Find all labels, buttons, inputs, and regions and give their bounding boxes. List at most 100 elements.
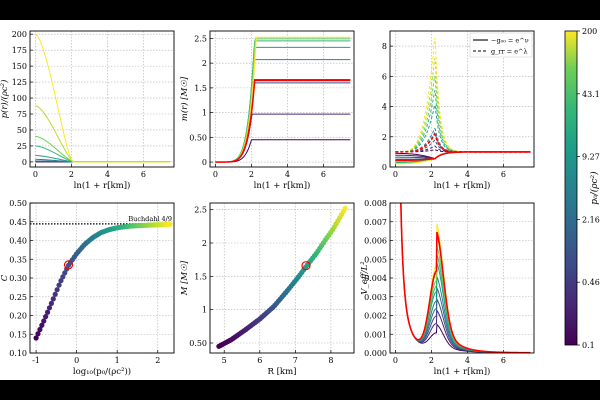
y-axis-label: m(r) [M☉] [179,76,190,121]
plot-area [395,37,531,165]
x-tick-label: 6 [321,170,326,179]
ticks: 5 6 7 8 0.50 1 1.5 2 2.5 [189,206,333,365]
highlight-marker [63,260,74,270]
y-tick-label: 1 [202,306,207,315]
colorbar-tick-label: 0.464 [582,278,600,287]
y-axis-label: V_eff/L² [360,261,370,295]
y-axis-label: M [M☉] [180,260,190,296]
y-axis-label: C [0,274,10,281]
y-tick-label: 0.30 [9,274,27,283]
y-tick-label: 0.006 [364,237,387,246]
panel-mass_radius: 5 6 7 8 0.50 1 1.5 2 2.5 R [km] M [M☉] [180,202,355,377]
y-tick-label: 100 [12,94,27,103]
highlight-marker [301,261,311,271]
y-tick-label: 0.008 [364,199,387,208]
buchdahl-label: Buchdahl 4/9 [128,215,172,223]
y-tick-label: 0.000 [364,349,387,358]
x-tick-label: 6 [141,170,146,179]
compactness-point [167,221,173,227]
legend-box [469,32,533,58]
highlight-gtt-curve [395,151,531,161]
compactness-point [56,282,62,288]
colorbar: 200 43.1 9.27 2.16 0.464 0.1 p₀/(ρc²) [564,27,600,350]
y-tick-label: 0.10 [9,349,27,358]
x-tick-label: 0 [74,356,79,365]
compactness-point [37,326,43,333]
y-tick-label: 0 [382,163,387,172]
ticks: 0 2 4 6 0 0.50 1 1.5 2 2.5 [189,34,326,179]
y-tick-label: 175 [12,46,27,55]
colorbar-tick-label: 200 [582,27,597,36]
x-axis-label: ln(1 + r[km]) [434,366,491,377]
y-tick-label: 0 [22,158,27,167]
compactness-point [46,305,53,311]
plot-area [35,33,171,163]
y-tick-label: 1.5 [194,84,207,93]
grr-curve [395,58,531,153]
y-tick-label: 0.003 [364,293,387,302]
y-tick-label: 0.40 [9,237,27,246]
mass-radius-point [342,205,348,211]
figure-background [0,20,600,380]
x-tick-label: 4 [105,170,110,179]
y-tick-label: 0.15 [9,330,27,339]
compactness-point [60,274,66,280]
x-tick-label: 4 [285,170,290,179]
y-tick-label: 4 [382,103,387,112]
y-tick-label: 0.001 [364,330,387,339]
highlight-potential-curve [400,203,531,353]
x-tick-label: 0 [393,170,398,179]
compactness-point [52,291,58,297]
x-tick-label: 6 [501,356,506,365]
axes-frame [389,30,535,168]
highlight-mass-curve [215,79,351,163]
x-tick-label: 5 [222,356,227,365]
x-tick-label: 0 [393,356,398,365]
x-axis-label: ln(1 + r[km]) [254,180,311,191]
compactness-point [43,314,49,320]
legend: −g₀₀ = e^ν g_rr = e^λ [469,32,533,58]
x-tick-label: 4 [465,356,470,365]
y-tick-label: 0.007 [364,218,387,227]
y-tick-label: 200 [12,30,27,39]
x-axis-label: R [km] [268,367,297,377]
compactness-point [33,335,39,341]
y-tick-label: 0.20 [9,312,27,321]
x-tick-label: 6 [257,356,262,365]
axes-frame [29,202,175,354]
plot-area [30,221,174,341]
highlight-grr-curve [395,133,531,153]
y-tick-label: 0.35 [9,255,27,264]
y-tick-label: 2 [382,133,387,142]
y-tick-label: 0.50 [189,133,207,142]
y-tick-label: 25 [17,142,27,151]
legend-label: −g₀₀ = e^ν [491,37,529,45]
y-tick-label: 150 [12,62,27,71]
colorbar-gradient [564,30,578,346]
x-tick-label: 2 [429,170,434,179]
ticks: 0 2 4 6 0 25 50 75 100 125 150 175 200 [12,30,146,179]
y-tick-label: 0.002 [364,312,387,321]
x-tick-label: 0 [213,170,218,179]
x-axis-label: ln(1 + r[km]) [74,180,131,191]
compactness-point [54,287,60,293]
colorbar-tick-label: 43.1 [582,90,600,99]
legend-label: g_rr = e^λ [491,48,528,56]
y-tick-label: 50 [17,126,27,135]
x-tick-label: 4 [465,170,470,179]
colorbar-tick-label: 2.16 [582,215,600,224]
axes-frame [29,30,175,168]
axes-frame [389,202,535,354]
y-tick-label: 0 [202,158,207,167]
ticks: -1 0 1 2 0.10 0.15 0.20 0.25 0.30 0.35 0.40 0.45 0.5… [9,199,160,365]
colorbar-label: p₀/(ρc²) [589,171,600,205]
mass-curve [215,139,351,163]
colorbar-tick-label: 9.27 [582,153,600,162]
x-tick-label: 0 [33,170,38,179]
y-tick-label: 1.5 [194,272,207,281]
panel-compactness: -1 0 1 2 0.10 0.15 0.20 0.25 0.30 0.35 0.40 0.45 0.5… [0,199,175,377]
panel-pressure: 0 2 4 6 0 25 50 75 100 125 150 175 200 ln(1 + r[km]) p… [0,30,175,191]
y-tick-label: 75 [17,110,27,119]
y-tick-label: 0.005 [364,255,387,264]
y-tick-label: 0.004 [364,274,387,283]
